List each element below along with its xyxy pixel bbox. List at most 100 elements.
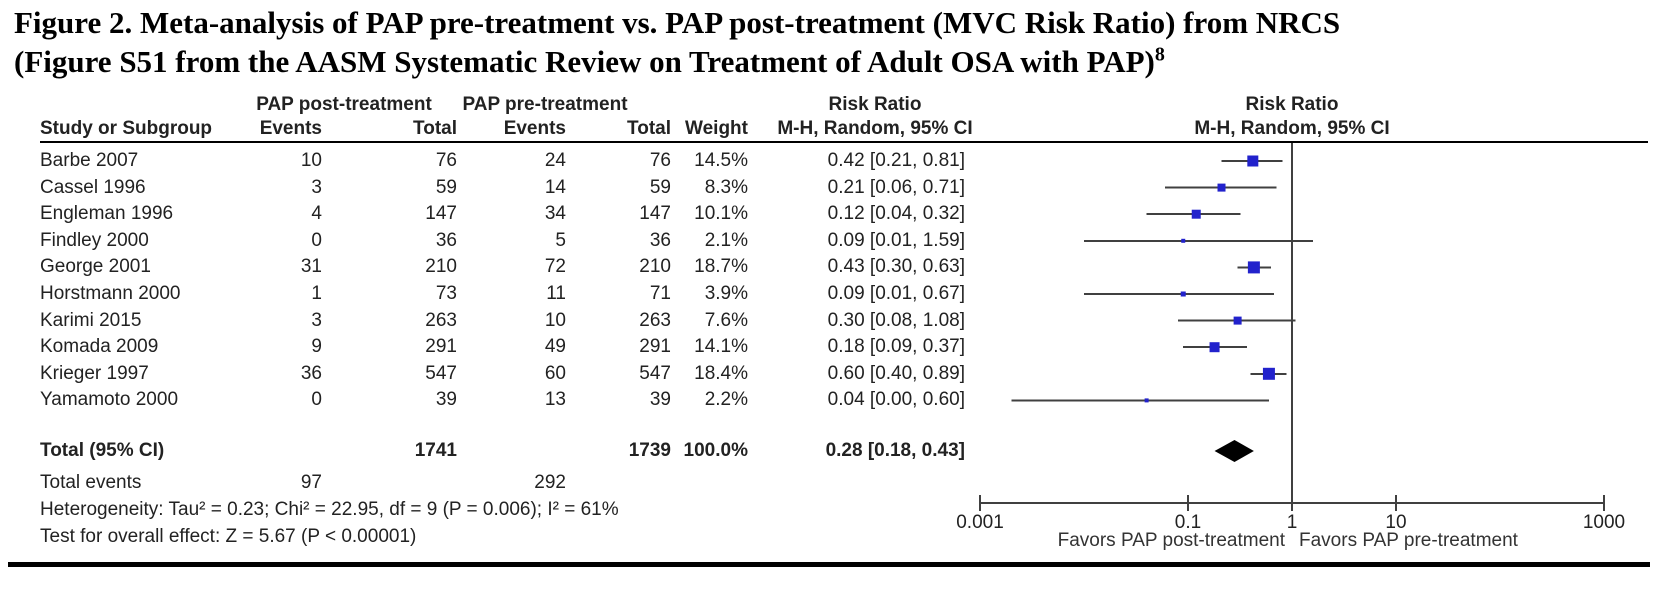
point-estimate-square xyxy=(1247,261,1260,274)
study-total-pre: 291 xyxy=(639,336,671,357)
study-total-post: 36 xyxy=(435,230,457,251)
figure-title: Figure 2. Meta-analysis of PAP pre-treat… xyxy=(14,3,1340,81)
x-axis-tick-label: 0.1 xyxy=(1174,512,1202,533)
study-name: Barbe 2007 xyxy=(40,150,139,171)
figure-title-reference-superscript: 8 xyxy=(1154,43,1165,66)
point-estimate-square xyxy=(1262,367,1275,380)
bottom-border-rule xyxy=(8,562,1650,567)
study-events-post: 1 xyxy=(311,283,322,304)
study-events-pre: 5 xyxy=(555,230,566,251)
study-total-pre: 210 xyxy=(639,256,671,277)
study-events-pre: 60 xyxy=(544,363,566,384)
total-row-risk-ratio: 0.28 [0.18, 0.43] xyxy=(825,440,965,461)
study-weight: 2.1% xyxy=(704,230,748,251)
heterogeneity-statistics: Heterogeneity: Tau² = 0.23; Chi² = 22.95… xyxy=(40,499,619,520)
group-header-pap-post-treatment: PAP post-treatment xyxy=(256,94,432,115)
figure-title-line2: (Figure S51 from the AASM Systematic Rev… xyxy=(14,42,1340,81)
total-row-total-pre: 1739 xyxy=(628,440,671,461)
overall-effect-test: Test for overall effect: Z = 5.67 (P < 0… xyxy=(40,526,417,547)
point-estimate-square xyxy=(1144,398,1149,403)
study-total-post: 39 xyxy=(435,389,457,410)
study-name: Horstmann 2000 xyxy=(40,283,181,304)
group-header-risk-ratio-text: Risk Ratio xyxy=(828,94,922,115)
study-events-pre: 49 xyxy=(544,336,566,357)
study-events-post: 10 xyxy=(300,150,322,171)
study-events-pre: 10 xyxy=(544,310,566,331)
study-risk-ratio-ci: 0.21 [0.06, 0.71] xyxy=(827,177,965,198)
col-header-events-pre: Events xyxy=(503,118,566,139)
study-name: Krieger 1997 xyxy=(40,363,149,384)
study-risk-ratio-ci: 0.43 [0.30, 0.63] xyxy=(827,256,965,277)
study-total-post: 147 xyxy=(425,203,457,224)
study-name: Yamamoto 2000 xyxy=(40,389,179,410)
point-estimate-square xyxy=(1180,291,1186,297)
figure-title-line2-text: (Figure S51 from the AASM Systematic Rev… xyxy=(14,44,1155,79)
study-name: Findley 2000 xyxy=(40,230,149,251)
study-total-post: 547 xyxy=(425,363,457,384)
point-estimate-square xyxy=(1209,342,1220,353)
study-events-pre: 11 xyxy=(546,283,566,304)
favors-left-label: Favors PAP post-treatment xyxy=(1057,530,1285,551)
study-total-pre: 36 xyxy=(649,230,671,251)
study-events-pre: 14 xyxy=(544,177,566,198)
study-events-pre: 72 xyxy=(544,256,566,277)
col-header-total-pre: Total xyxy=(627,118,671,139)
point-estimate-square xyxy=(1181,238,1186,243)
study-events-post: 3 xyxy=(311,177,322,198)
study-total-post: 291 xyxy=(425,336,457,357)
study-name: Karimi 2015 xyxy=(40,310,142,331)
study-total-post: 59 xyxy=(435,177,457,198)
study-risk-ratio-ci: 0.18 [0.09, 0.37] xyxy=(827,336,965,357)
study-risk-ratio-ci: 0.09 [0.01, 0.67] xyxy=(827,283,965,304)
total-row-total-post: 1741 xyxy=(414,440,457,461)
study-weight: 18.4% xyxy=(694,363,748,384)
point-estimate-square xyxy=(1217,183,1226,192)
study-total-pre: 76 xyxy=(649,150,671,171)
x-axis-tick-label: 0.001 xyxy=(956,512,1004,533)
study-total-pre: 39 xyxy=(649,389,671,410)
study-weight: 7.6% xyxy=(704,310,748,331)
study-name: Cassel 1996 xyxy=(40,177,146,198)
col-header-mh-random-ci-text: M-H, Random, 95% CI xyxy=(777,118,973,139)
total-events-pre: 292 xyxy=(534,472,566,493)
total-events-label: Total events xyxy=(40,472,142,493)
col-header-weight: Weight xyxy=(685,118,748,139)
study-total-pre: 547 xyxy=(639,363,671,384)
col-header-study-or-subgroup: Study or Subgroup xyxy=(40,118,213,139)
study-name: Engleman 1996 xyxy=(40,203,174,224)
study-risk-ratio-ci: 0.30 [0.08, 1.08] xyxy=(827,310,965,331)
study-risk-ratio-ci: 0.09 [0.01, 1.59] xyxy=(827,230,965,251)
group-header-risk-ratio-plot: Risk Ratio xyxy=(1245,94,1339,115)
study-events-post: 4 xyxy=(311,203,322,224)
study-events-post: 36 xyxy=(300,363,322,384)
point-estimate-square xyxy=(1233,316,1242,325)
header-divider-rule xyxy=(40,141,1648,143)
point-estimate-square xyxy=(1191,209,1201,219)
study-name: Komada 2009 xyxy=(40,336,159,357)
study-weight: 18.7% xyxy=(694,256,748,277)
study-total-pre: 59 xyxy=(649,177,671,198)
study-events-pre: 13 xyxy=(544,389,566,410)
study-weight: 14.1% xyxy=(694,336,748,357)
study-total-post: 73 xyxy=(435,283,457,304)
x-axis-tick-label: 1000 xyxy=(1582,512,1626,533)
study-risk-ratio-ci: 0.60 [0.40, 0.89] xyxy=(827,363,965,384)
study-total-pre: 263 xyxy=(639,310,671,331)
study-risk-ratio-ci: 0.12 [0.04, 0.32] xyxy=(827,203,965,224)
col-header-events-post: Events xyxy=(259,118,322,139)
study-events-post: 0 xyxy=(311,230,322,251)
study-weight: 10.1% xyxy=(694,203,748,224)
study-events-post: 9 xyxy=(311,336,322,357)
study-risk-ratio-ci: 0.42 [0.21, 0.81] xyxy=(827,150,965,171)
pooled-estimate-diamond xyxy=(1214,440,1254,462)
total-row-weight: 100.0% xyxy=(683,440,748,461)
study-name: George 2001 xyxy=(40,256,151,277)
study-risk-ratio-ci: 0.04 [0.00, 0.60] xyxy=(827,389,965,410)
favors-right-label: Favors PAP pre-treatment xyxy=(1299,530,1518,551)
study-total-post: 263 xyxy=(425,310,457,331)
x-axis-tick-label: 10 xyxy=(1385,512,1407,533)
study-events-pre: 34 xyxy=(544,203,566,224)
col-header-total-post: Total xyxy=(413,118,457,139)
